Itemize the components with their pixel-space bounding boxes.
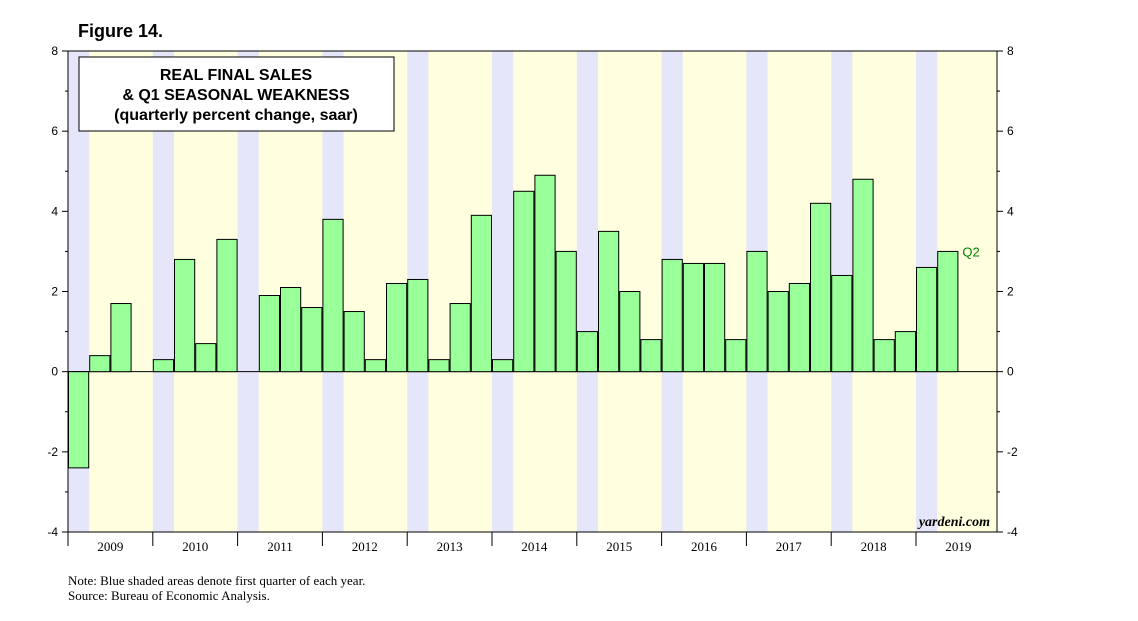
title-line-2: & Q1 SEASONAL WEAKNESS <box>122 87 350 104</box>
x-tick-label-2012: 2012 <box>352 539 378 554</box>
footnote: Note: Blue shaded areas denote first qua… <box>68 573 365 603</box>
chart-title-box: REAL FINAL SALES & Q1 SEASONAL WEAKNESS … <box>78 56 395 132</box>
y-tick-label-right: 0 <box>1007 365 1014 379</box>
bar-2017Q4 <box>810 202 832 373</box>
bar-2010Q1 <box>152 359 175 373</box>
bar-2014Q1 <box>492 359 514 373</box>
x-tick-label-2017: 2017 <box>776 539 803 554</box>
y-tick-label-left: 8 <box>51 44 58 58</box>
bars-group <box>68 174 959 469</box>
y-tick-label-left: 6 <box>51 124 58 138</box>
bar-2009Q1 <box>68 371 90 469</box>
x-tick-label-2019: 2019 <box>945 539 971 554</box>
y-tick-label-left: 4 <box>51 204 58 218</box>
x-tick-label-2013: 2013 <box>437 539 463 554</box>
footnote-line-2: Source: Bureau of Economic Analysis. <box>68 588 270 603</box>
y-tick-label-left: -4 <box>47 525 58 539</box>
bar-2015Q1 <box>576 331 598 373</box>
bar-2013Q3 <box>449 303 471 373</box>
bar-2014Q3 <box>534 174 556 373</box>
y-tick-label-right: -4 <box>1007 525 1018 539</box>
bar-2018Q2 <box>852 178 874 373</box>
x-tick-label-2010: 2010 <box>182 539 208 554</box>
bar-2010Q3 <box>195 343 217 373</box>
bar-2016Q1 <box>661 258 683 373</box>
bar-2011Q2 <box>258 295 280 373</box>
bar-2011Q4 <box>301 307 323 373</box>
bar-2017Q1 <box>746 250 768 373</box>
bar-2011Q3 <box>280 286 302 373</box>
bar-2013Q4 <box>470 214 492 373</box>
title-box-border <box>78 56 395 132</box>
bar-2012Q2 <box>343 311 365 373</box>
bar-2012Q4 <box>386 282 408 373</box>
q1-shade-2011 <box>237 51 259 532</box>
bar-2015Q3 <box>619 291 641 373</box>
bar-2015Q2 <box>598 230 620 373</box>
y-tick-label-right: 2 <box>1007 285 1014 299</box>
x-tick-label-2009: 2009 <box>97 539 123 554</box>
q1-shade-2014 <box>492 51 514 532</box>
bar-2013Q1 <box>407 278 429 373</box>
title-line-1: REAL FINAL SALES <box>160 67 313 84</box>
y-tick-label-right: 6 <box>1007 124 1014 138</box>
bar-2010Q2 <box>174 258 196 373</box>
bar-2017Q3 <box>788 282 810 373</box>
footnote-line-1: Note: Blue shaded areas denote first qua… <box>68 573 366 588</box>
last-point-label: Q2 <box>962 244 979 259</box>
x-tick-label-2015: 2015 <box>606 539 632 554</box>
bar-2017Q2 <box>767 291 789 373</box>
bar-2018Q3 <box>873 339 895 373</box>
y-tick-label-left: 2 <box>51 285 58 299</box>
x-tick-label-2014: 2014 <box>521 539 548 554</box>
y-tick-label-right: 8 <box>1007 44 1014 58</box>
q1-shade-2010 <box>152 51 174 532</box>
bar-2014Q4 <box>555 250 577 373</box>
bar-2012Q3 <box>364 359 386 373</box>
y-tick-label-left: 0 <box>51 365 58 379</box>
y-tick-label-right: -2 <box>1007 445 1018 459</box>
bar-2016Q2 <box>682 262 704 373</box>
bar-2009Q2 <box>89 355 111 373</box>
x-tick-label-2011: 2011 <box>267 539 293 554</box>
bar-2014Q2 <box>513 190 535 373</box>
axes-group: Q2 -4 -4 -2 -2 0 0 2 2 4 4 6 6 8 8 2009 2010 2011 2012 2013… <box>47 44 1018 554</box>
y-tick-label-left: -2 <box>47 445 58 459</box>
bar-2010Q4 <box>216 238 238 373</box>
bar-2012Q1 <box>322 218 344 373</box>
bar-2013Q2 <box>428 359 450 373</box>
bar-2016Q3 <box>704 262 726 373</box>
bar-2019Q2 <box>937 250 959 373</box>
figure-label: Figure 14. <box>78 21 164 41</box>
title-line-3: (quarterly percent change, saar) <box>114 107 358 124</box>
bar-2016Q4 <box>725 339 747 373</box>
x-tick-label-2016: 2016 <box>691 539 718 554</box>
bar-2009Q3 <box>110 303 132 373</box>
bar-2015Q4 <box>640 339 662 373</box>
q1-shade-2015 <box>576 51 598 532</box>
bar-2018Q4 <box>894 331 916 373</box>
x-tick-label-2018: 2018 <box>861 539 887 554</box>
bar-2018Q1 <box>831 274 853 373</box>
y-tick-label-right: 4 <box>1007 204 1014 218</box>
watermark: yardeni.com <box>917 515 990 530</box>
bar-2019Q1 <box>916 266 938 373</box>
